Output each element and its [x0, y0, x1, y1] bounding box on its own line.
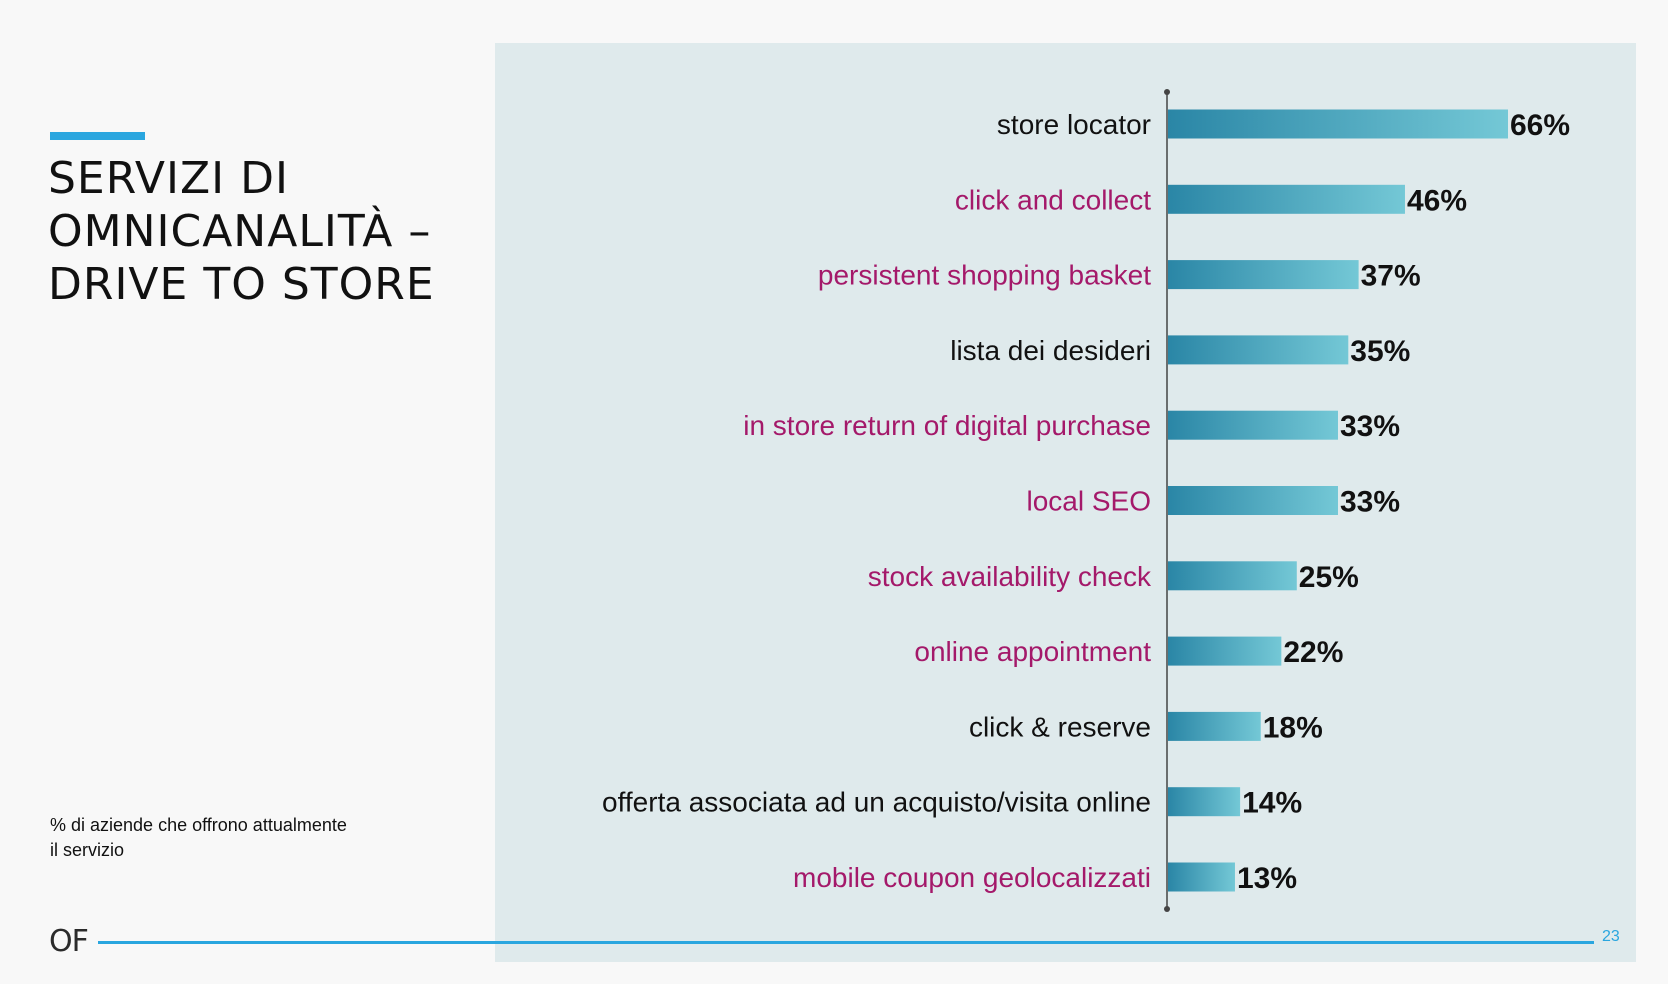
footer-divider	[98, 941, 1594, 944]
category-label: in store return of digital purchase	[743, 410, 1151, 441]
category-label: click and collect	[955, 184, 1151, 215]
slide-title: SERVIZI DI OMNICANALITÀ – DRIVE TO STORE	[48, 153, 435, 310]
bar	[1168, 561, 1297, 591]
bar	[1168, 260, 1359, 290]
value-label: 66%	[1510, 109, 1570, 142]
title-accent-bar	[50, 132, 145, 140]
chart-note: % di aziende che offrono attualmente il …	[50, 815, 347, 860]
value-label: 14%	[1242, 787, 1302, 820]
value-label: 13%	[1237, 862, 1297, 895]
bar	[1168, 636, 1282, 666]
bar	[1168, 410, 1338, 440]
chart-panel: store locator 66% click and collect 46% pers…	[495, 43, 1636, 962]
category-label: click & reserve	[969, 711, 1151, 742]
category-label: offerta associata ad un acquisto/visita …	[602, 787, 1151, 818]
category-label: persistent shopping basket	[818, 260, 1151, 291]
bar	[1168, 787, 1241, 817]
value-label: 37%	[1361, 260, 1421, 293]
category-label: mobile coupon geolocalizzati	[793, 862, 1151, 893]
category-label: online appointment	[914, 636, 1151, 667]
axis-cap-top	[1164, 89, 1170, 95]
value-label: 46%	[1407, 184, 1467, 217]
value-label: 22%	[1283, 636, 1343, 669]
category-label: lista dei desideri	[950, 335, 1151, 366]
bar-chart: store locator 66% click and collect 46% pers…	[602, 89, 1570, 912]
category-label: store locator	[997, 109, 1151, 140]
value-label: 33%	[1340, 410, 1400, 443]
bar	[1168, 335, 1349, 365]
bar	[1168, 184, 1405, 214]
bar	[1168, 862, 1235, 892]
company-logo: OF	[49, 924, 89, 959]
value-label: 33%	[1340, 486, 1400, 519]
page-number: 23	[1602, 928, 1620, 945]
value-label: 18%	[1263, 711, 1323, 744]
bar	[1168, 711, 1261, 741]
bar	[1168, 486, 1338, 515]
axis-cap-bottom	[1164, 906, 1170, 912]
value-label: 25%	[1299, 561, 1359, 594]
category-label: local SEO	[1027, 486, 1152, 517]
bar	[1168, 109, 1508, 139]
category-label: stock availability check	[868, 561, 1152, 592]
value-label: 35%	[1350, 335, 1410, 368]
